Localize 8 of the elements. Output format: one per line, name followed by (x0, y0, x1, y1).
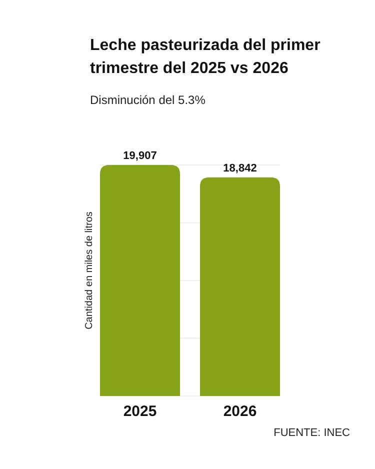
x-tick-label: 2026 (223, 403, 257, 420)
source-note: FUENTE: INEC (274, 427, 350, 439)
chart-subtitle: Disminución del 5.3% (90, 93, 206, 107)
data-label: 19,907 (123, 150, 157, 162)
data-label: 18,842 (223, 162, 257, 174)
y-axis-title: Cantidad en miles de litros (84, 212, 95, 330)
chart-title: Leche pasteurizada del primer trimestre del 2025 vs 2026 (90, 37, 320, 77)
x-tick-label: 2025 (123, 403, 157, 420)
